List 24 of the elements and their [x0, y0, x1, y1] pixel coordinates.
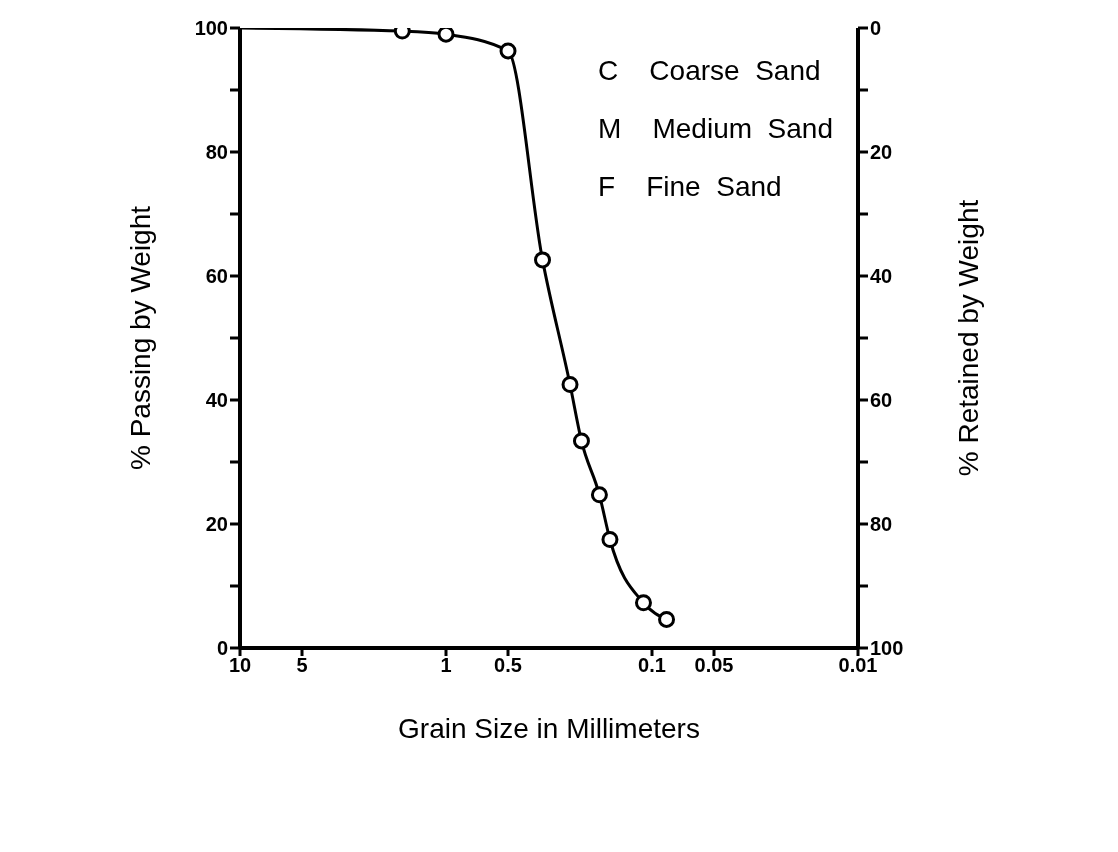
x-tick-label: 0.1: [638, 654, 666, 677]
y2-tick-label: 40: [870, 265, 893, 288]
x-axis-title: Grain Size in Millimeters: [398, 713, 700, 744]
y2-tick-label: 0: [870, 17, 882, 40]
x-tick-label: 1: [440, 654, 452, 677]
annotation: C Coarse Sand: [598, 54, 822, 88]
y2-tick-label: 60: [870, 389, 893, 412]
annotation: F Fine Sand: [598, 170, 783, 204]
x-tick-label: 0.01: [838, 654, 878, 677]
x-tick-label: 5: [296, 654, 308, 677]
y-tick-label: 0: [216, 637, 228, 660]
x-tick-label: 10: [228, 654, 252, 677]
y-axis-title: % Passing by Weight: [124, 205, 156, 471]
y-tick-label: 40: [205, 389, 228, 412]
x-tick-label: 0.05: [694, 654, 734, 677]
annotation: M Medium Sand: [598, 112, 833, 146]
y-tick-label: 80: [205, 141, 228, 164]
y-tick-label: 20: [205, 513, 228, 536]
y-tick-label: 60: [205, 265, 228, 288]
x-tick-label: 0.5: [494, 654, 522, 677]
y2-tick-label: 20: [870, 141, 893, 164]
y-tick-label: 100: [194, 17, 228, 40]
y2-axis-title: % Retained by Weight: [952, 199, 984, 477]
y2-tick-label: 80: [870, 513, 893, 536]
